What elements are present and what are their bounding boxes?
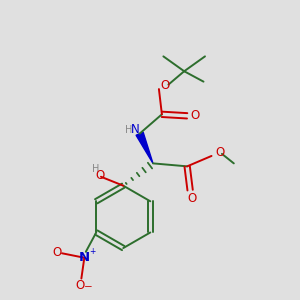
Text: O: O (161, 79, 170, 92)
Text: N: N (131, 123, 140, 136)
Text: H: H (92, 164, 100, 174)
Text: +: + (89, 247, 95, 256)
Text: O: O (95, 169, 105, 182)
Text: O: O (187, 192, 196, 205)
Text: H: H (124, 125, 132, 135)
Text: O: O (75, 279, 85, 292)
Text: N: N (79, 251, 90, 264)
Text: −: − (84, 282, 93, 292)
Text: O: O (215, 146, 224, 160)
Text: O: O (52, 246, 61, 259)
Text: O: O (191, 109, 200, 122)
Polygon shape (136, 132, 153, 164)
